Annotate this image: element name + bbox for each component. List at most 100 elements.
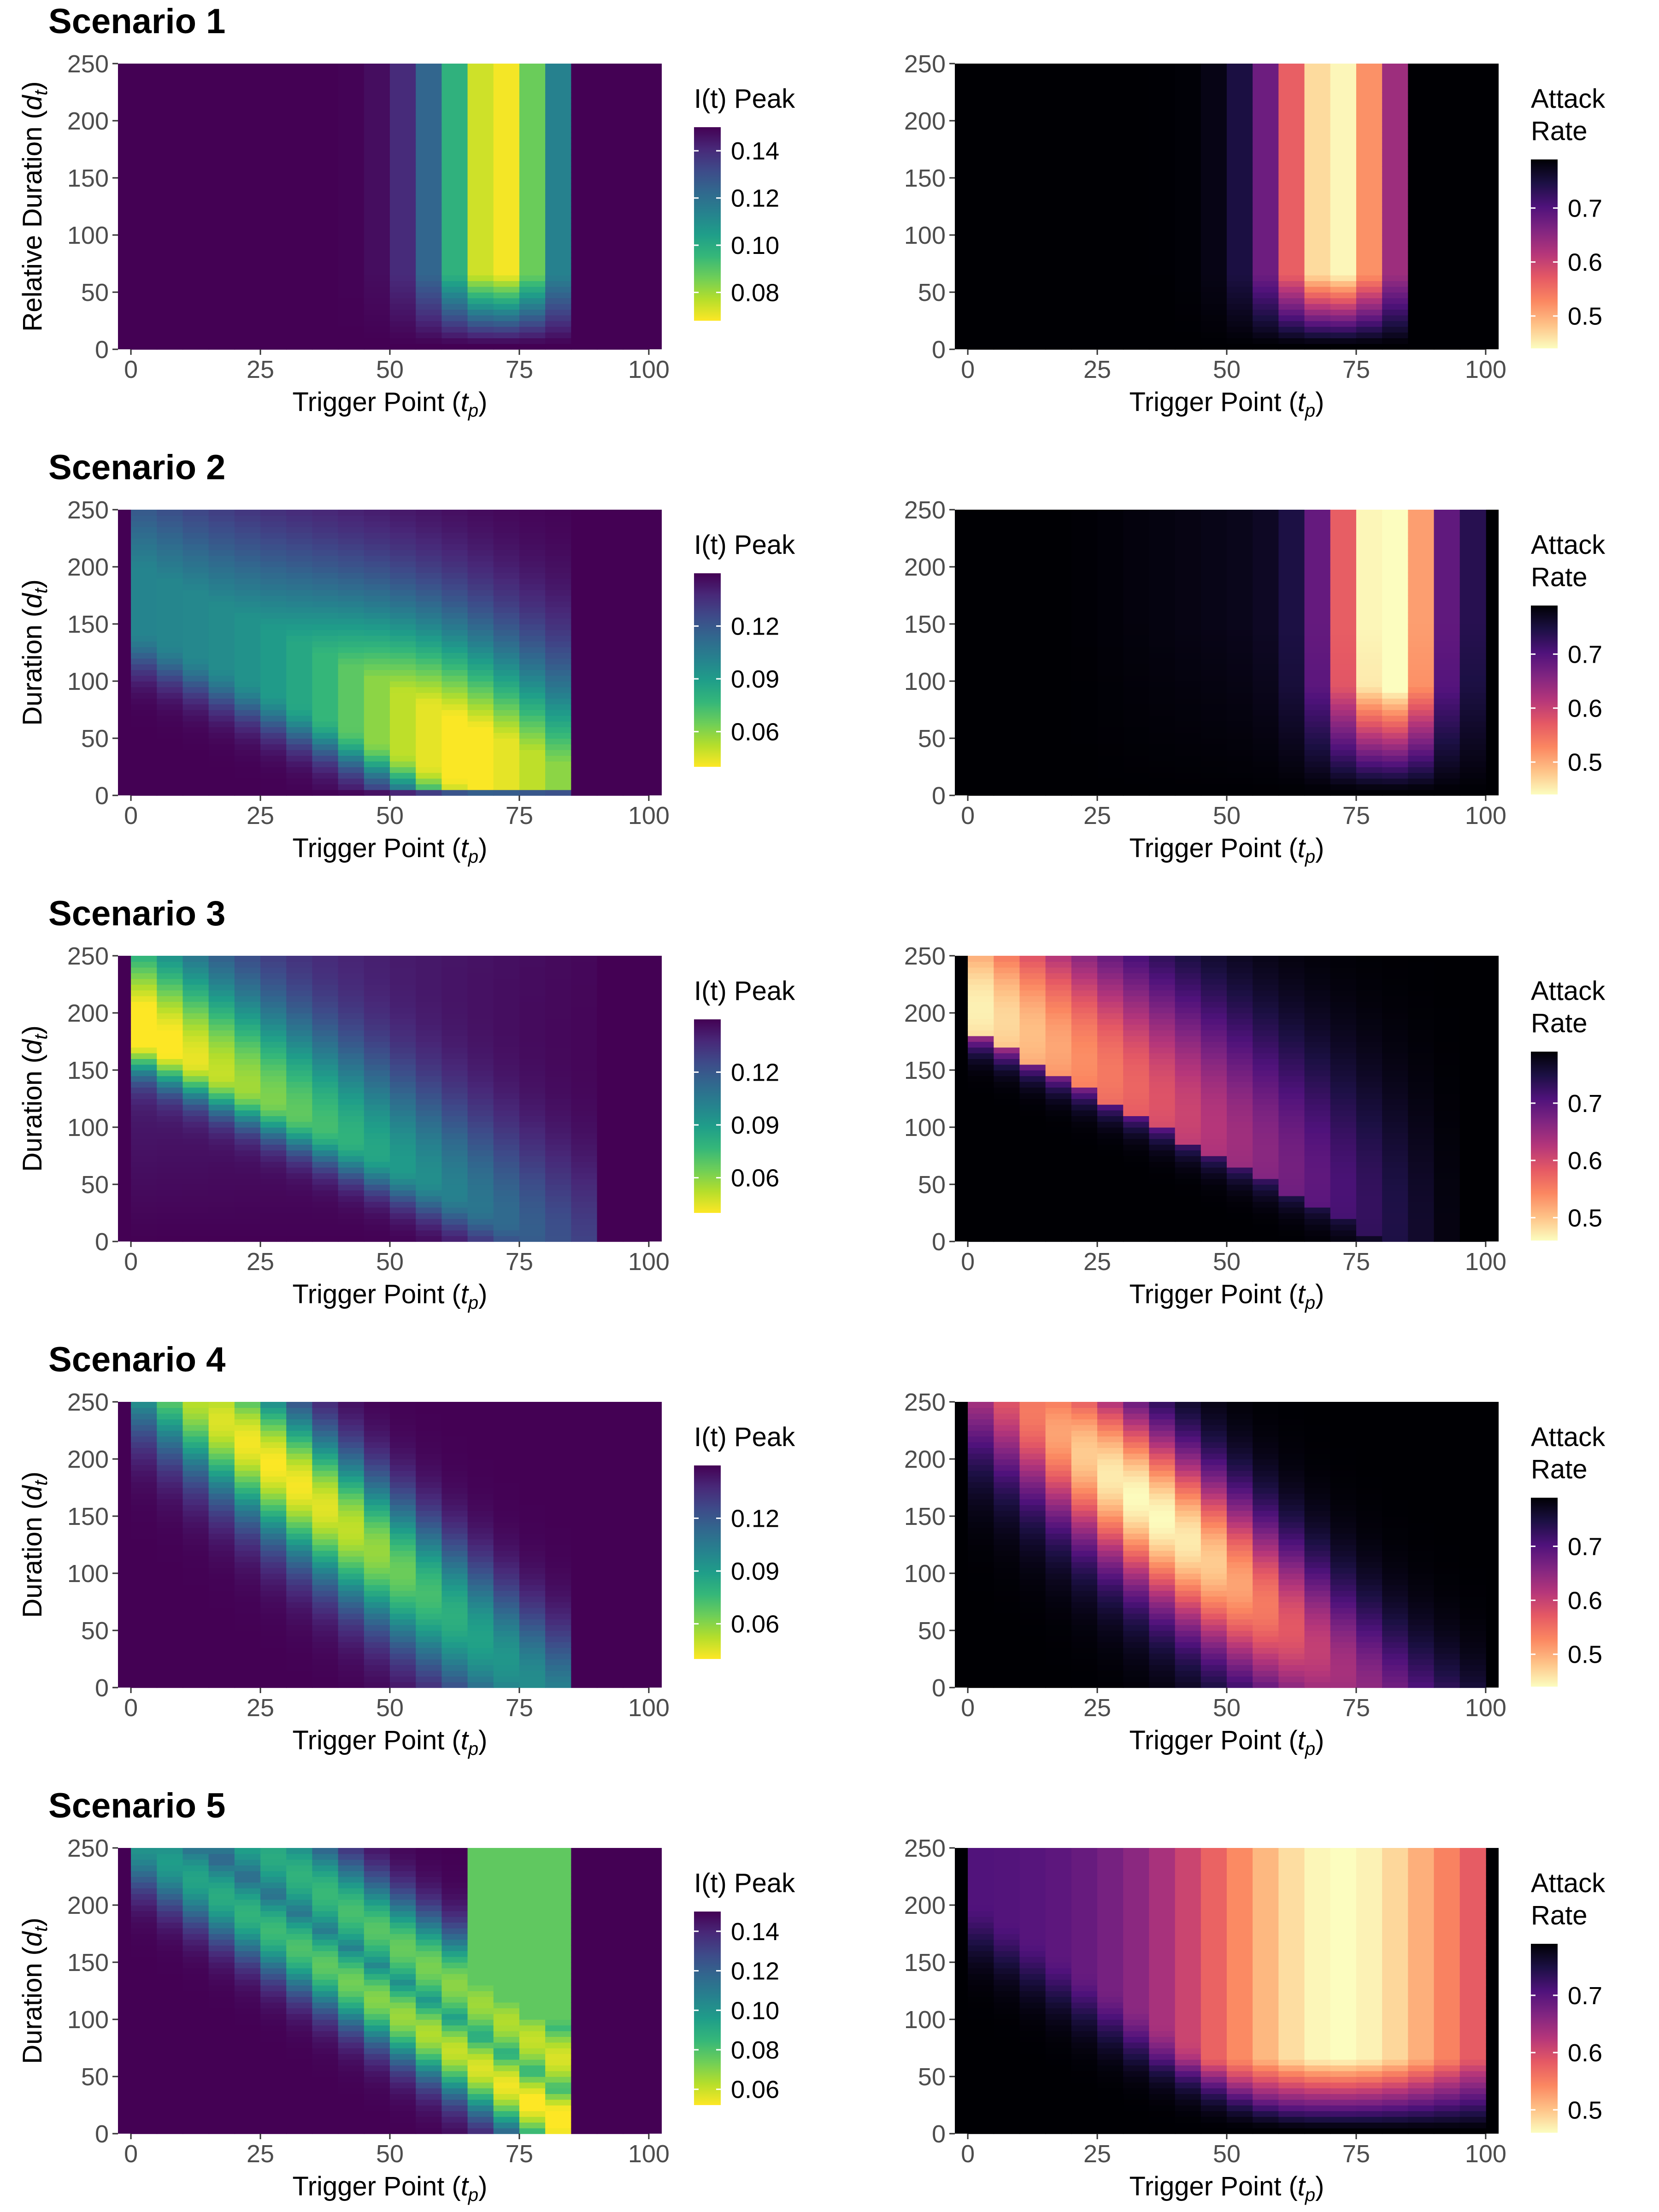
heatmap-cell	[260, 1230, 287, 1236]
heatmap-cell	[286, 103, 313, 110]
heatmap-cell	[493, 1087, 520, 1094]
heatmap-cell	[623, 647, 649, 653]
heatmap-cell	[1253, 624, 1279, 630]
heatmap-cell	[157, 1081, 183, 1088]
heatmap-cell	[416, 189, 442, 195]
heatmap-cell	[493, 1104, 520, 1111]
heatmap-cell	[968, 624, 994, 630]
heatmap-cell	[1227, 601, 1253, 607]
heatmap-cell	[312, 561, 339, 567]
heatmap-cell	[1123, 670, 1150, 676]
heatmap-cell	[1149, 687, 1176, 693]
heatmap-cell	[1175, 589, 1201, 596]
heatmap-cell	[441, 567, 468, 573]
heatmap-cell	[338, 275, 365, 281]
heatmap-cell	[1123, 510, 1150, 516]
heatmap-cell	[131, 578, 158, 584]
heatmap-cell	[493, 544, 520, 550]
heatmap-cell	[1434, 206, 1460, 213]
heatmap-cell	[1408, 761, 1435, 767]
heatmap-cell	[1459, 544, 1486, 550]
heatmap-cell	[1123, 641, 1150, 647]
heatmap-cell	[416, 200, 442, 207]
heatmap-cell	[234, 1207, 261, 1213]
heatmap-cell	[390, 321, 416, 327]
heatmap-cell	[1459, 629, 1486, 636]
heatmap-cell	[390, 1195, 416, 1202]
heatmap-cell	[234, 956, 261, 962]
heatmap-cell	[994, 749, 1020, 756]
heatmap-cell	[157, 635, 183, 641]
heatmap-cell	[1071, 687, 1098, 693]
heatmap-cell	[1071, 572, 1098, 579]
heatmap-cell	[416, 1059, 442, 1065]
heatmap-cell	[338, 81, 365, 87]
heatmap-cell	[286, 1013, 313, 1019]
heatmap-cell	[1123, 658, 1150, 665]
heatmap-cell	[1149, 206, 1176, 213]
heatmap-cell	[131, 584, 158, 590]
heatmap-cell	[234, 1104, 261, 1111]
heatmap-cell	[182, 103, 209, 110]
heatmap-cell	[623, 138, 649, 144]
heatmap-cell	[1382, 532, 1409, 539]
heatmap-cell	[1149, 166, 1176, 173]
heatmap-cell	[545, 1138, 572, 1145]
heatmap-cell	[1097, 715, 1124, 722]
heatmap-cell	[390, 1030, 416, 1036]
heatmap-cell	[1149, 738, 1176, 745]
heatmap-cell	[1227, 692, 1253, 699]
heatmap-cell	[1304, 275, 1331, 281]
heatmap-cell	[338, 1013, 365, 1019]
heatmap-cell	[208, 715, 235, 722]
heatmap-cell	[1459, 664, 1486, 670]
heatmap-cell	[286, 967, 313, 973]
heatmap-cell	[338, 1190, 365, 1196]
heatmap-cell	[1175, 670, 1201, 676]
heatmap-cell	[364, 578, 390, 584]
heatmap-cell	[364, 275, 390, 281]
heatmap-cell	[260, 761, 287, 767]
heatmap-cell	[312, 1207, 339, 1213]
heatmap-cell	[1019, 92, 1046, 99]
heatmap-cell	[1434, 555, 1460, 562]
heatmap-cell	[312, 218, 339, 224]
heatmap-cell	[1356, 246, 1382, 253]
heatmap-cell	[1227, 103, 1253, 110]
heatmap-cell	[545, 264, 572, 270]
scenario-2-peak-x-axis-title: Trigger Point (tp)	[292, 833, 487, 867]
heatmap-cell	[416, 229, 442, 235]
heatmap-cell	[338, 967, 365, 973]
heatmap-cell	[571, 172, 598, 178]
heatmap-cell	[1459, 241, 1486, 247]
heatmap-cell	[131, 956, 158, 962]
heatmap-cell	[1253, 183, 1279, 190]
heatmap-cell	[234, 1144, 261, 1151]
heatmap-cell	[1175, 561, 1201, 567]
heatmap-cell	[1278, 206, 1305, 213]
heatmap-cell	[493, 258, 520, 264]
heatmap-cell	[545, 1030, 572, 1036]
heatmap-cell	[1459, 532, 1486, 539]
heatmap-cell	[1330, 612, 1357, 619]
heatmap-cell	[467, 178, 494, 184]
heatmap-cell	[260, 510, 287, 516]
heatmap-cell	[390, 578, 416, 584]
heatmap-cell	[1408, 149, 1435, 156]
heatmap-cell	[1097, 692, 1124, 699]
heatmap-cell	[131, 544, 158, 550]
heatmap-cell	[338, 1235, 365, 1242]
heatmap-cell	[416, 767, 442, 773]
heatmap-cell	[1382, 309, 1409, 316]
heatmap-cell	[467, 229, 494, 235]
heatmap-cell	[1097, 561, 1124, 567]
heatmap-cell	[1434, 767, 1460, 773]
heatmap-cell	[416, 789, 442, 796]
heatmap-cell	[1459, 612, 1486, 619]
heatmap-cell	[545, 1224, 572, 1230]
heatmap-cell	[441, 618, 468, 624]
heatmap-cell	[1434, 561, 1460, 567]
heatmap-cell	[390, 1064, 416, 1071]
heatmap-cell	[467, 1161, 494, 1168]
heatmap-cell	[182, 664, 209, 670]
